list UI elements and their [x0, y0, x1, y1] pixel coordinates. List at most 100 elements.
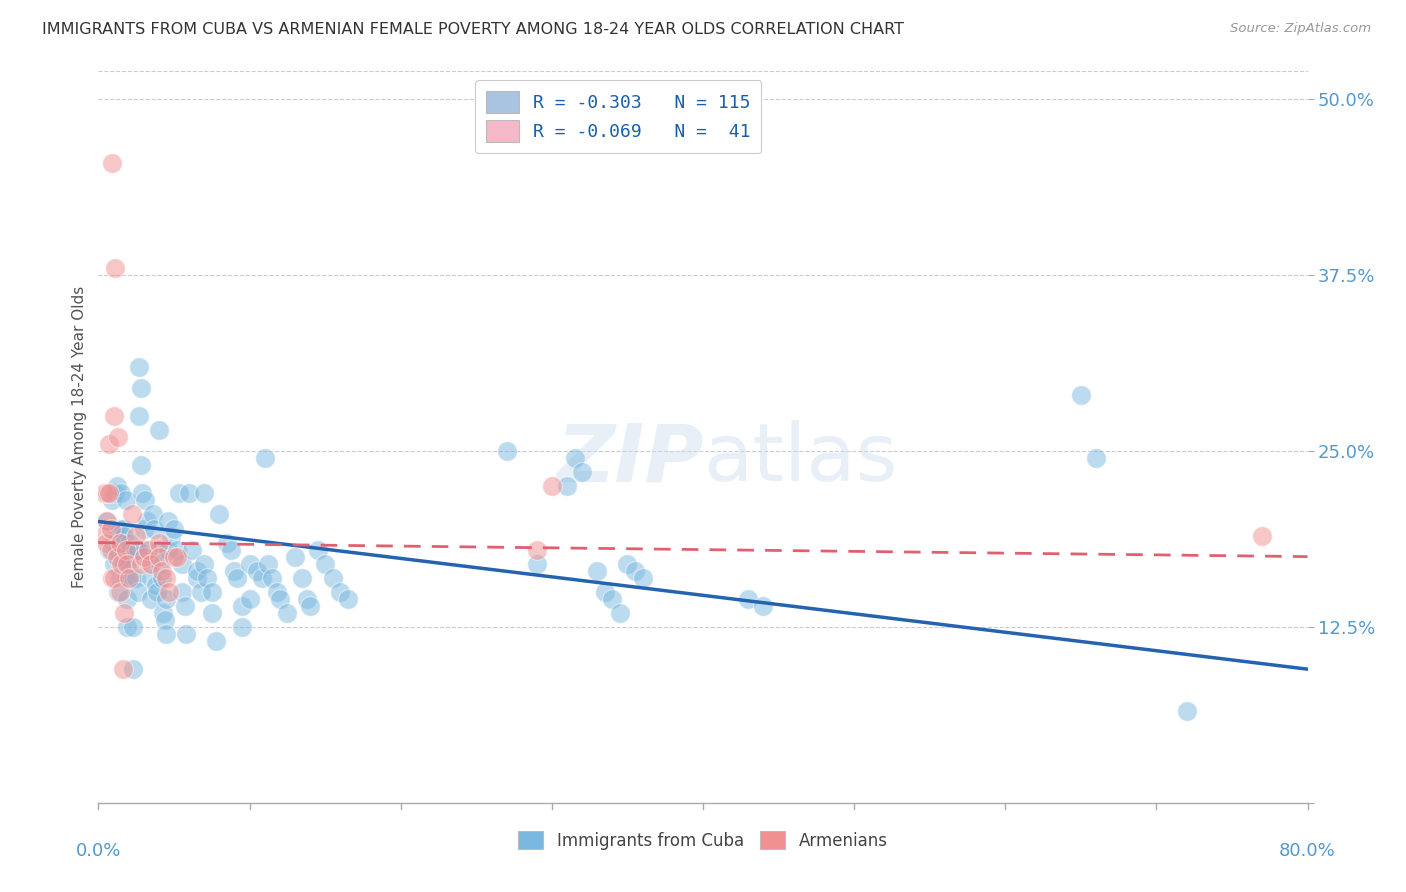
Point	[156, 542, 179, 557]
Text: Source: ZipAtlas.com: Source: ZipAtlas.com	[1230, 22, 1371, 36]
Point	[132, 521, 155, 535]
Point	[114, 571, 136, 585]
Point	[155, 591, 177, 606]
Point	[1312, 648, 1334, 662]
Point	[108, 584, 131, 599]
Point	[103, 535, 125, 549]
Point	[101, 571, 124, 585]
Point	[201, 584, 224, 599]
Point	[112, 606, 135, 620]
Point	[555, 479, 578, 493]
Y-axis label: Female Poverty Among 18-24 Year Olds: Female Poverty Among 18-24 Year Olds	[72, 286, 87, 588]
Point	[163, 521, 186, 535]
Point	[336, 591, 359, 606]
Point	[526, 557, 548, 571]
Point	[170, 557, 193, 571]
Point	[110, 557, 132, 571]
Point	[128, 409, 150, 423]
Point	[124, 542, 146, 557]
Point	[156, 515, 179, 529]
Point	[125, 571, 148, 585]
Point	[152, 606, 174, 620]
Point	[495, 444, 517, 458]
Text: 0.0%: 0.0%	[76, 842, 121, 860]
Point	[224, 564, 246, 578]
Point	[122, 620, 145, 634]
Point	[205, 634, 228, 648]
Point	[276, 606, 298, 620]
Point	[120, 542, 142, 557]
Point	[174, 627, 197, 641]
Point	[122, 662, 145, 676]
Point	[1175, 705, 1198, 719]
Point	[127, 584, 149, 599]
Point	[108, 521, 131, 535]
Point	[115, 591, 138, 606]
Point	[170, 584, 193, 599]
Point	[114, 542, 136, 557]
Point	[593, 584, 616, 599]
Point	[107, 528, 129, 542]
Point	[307, 542, 329, 557]
Point	[1085, 451, 1108, 466]
Point	[146, 584, 169, 599]
Point	[269, 591, 291, 606]
Point	[136, 542, 159, 557]
Point	[314, 557, 336, 571]
Point	[148, 542, 170, 557]
Point	[190, 584, 212, 599]
Point	[329, 584, 352, 599]
Point	[149, 557, 172, 571]
Text: atlas: atlas	[703, 420, 897, 498]
Point	[125, 528, 148, 542]
Point	[131, 486, 153, 500]
Point	[141, 557, 163, 571]
Point	[96, 486, 118, 500]
Point	[564, 451, 586, 466]
Point	[98, 486, 121, 500]
Point	[166, 549, 188, 564]
Point	[166, 542, 188, 557]
Point	[107, 584, 129, 599]
Point	[186, 564, 208, 578]
Point	[145, 578, 167, 592]
Point	[148, 535, 170, 549]
Point	[129, 557, 152, 571]
Point	[322, 571, 344, 585]
Point	[186, 571, 208, 585]
Point	[1070, 388, 1092, 402]
Point	[115, 620, 138, 634]
Point	[266, 584, 288, 599]
Point	[142, 508, 165, 522]
Point	[602, 591, 624, 606]
Point	[103, 409, 125, 423]
Point	[195, 571, 218, 585]
Point	[118, 535, 141, 549]
Point	[112, 528, 135, 542]
Legend: Immigrants from Cuba, Armenians: Immigrants from Cuba, Armenians	[512, 824, 894, 856]
Point	[752, 599, 775, 613]
Point	[631, 571, 654, 585]
Point	[540, 479, 562, 493]
Point	[262, 571, 284, 585]
Point	[100, 521, 122, 535]
Point	[284, 549, 307, 564]
Point	[101, 156, 124, 170]
Point	[179, 486, 201, 500]
Point	[100, 521, 122, 535]
Point	[110, 535, 132, 549]
Point	[139, 557, 162, 571]
Point	[135, 515, 157, 529]
Point	[295, 591, 318, 606]
Point	[246, 564, 269, 578]
Point	[129, 458, 152, 473]
Point	[94, 515, 117, 529]
Point	[173, 599, 195, 613]
Point	[118, 557, 141, 571]
Point	[101, 493, 124, 508]
Point	[112, 557, 135, 571]
Point	[121, 508, 143, 522]
Point	[1251, 528, 1274, 542]
Point	[291, 571, 314, 585]
Point	[299, 599, 322, 613]
